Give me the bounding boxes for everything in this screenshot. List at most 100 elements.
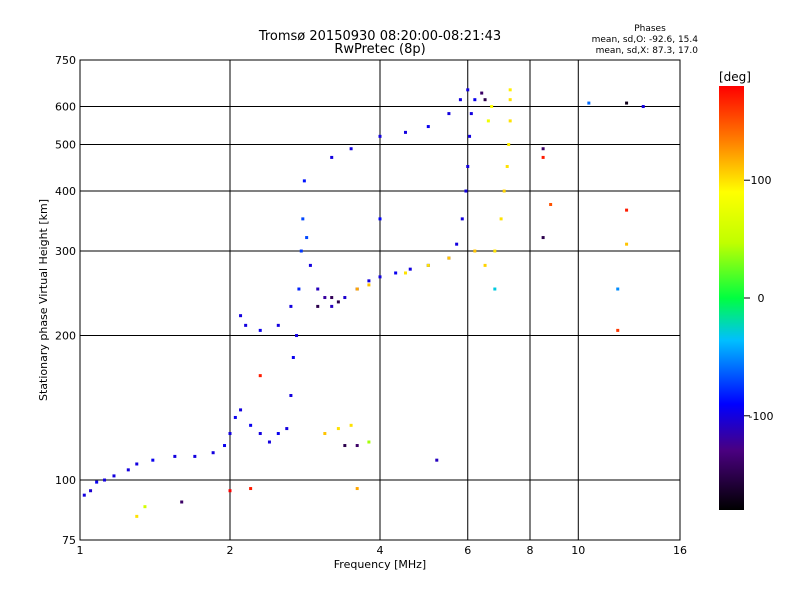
phase-point: [541, 147, 545, 151]
phase-point: [316, 287, 320, 291]
phase-point: [355, 487, 359, 491]
phase-point: [151, 458, 155, 462]
y-tick-label: 600: [55, 101, 76, 114]
phase-point: [291, 355, 295, 359]
x-axis-ticks: 1 2 4 6 8 10 16: [77, 544, 688, 557]
phase-point: [455, 242, 459, 246]
colorbar-tick-label: 100: [751, 174, 772, 187]
phase-point: [641, 105, 645, 109]
phase-point: [299, 249, 303, 253]
phase-point: [112, 474, 116, 478]
phase-point: [285, 427, 289, 431]
phase-point: [193, 454, 197, 458]
phase-point: [458, 98, 462, 102]
phase-point: [82, 493, 86, 497]
phase-point: [223, 444, 227, 448]
y-axis-label: Stationary phase Virtual Height [km]: [37, 199, 50, 401]
y-tick-label: 750: [55, 54, 76, 67]
phase-point: [493, 249, 497, 253]
phase-point: [378, 134, 382, 138]
phase-point: [103, 478, 107, 482]
phase-point: [616, 287, 620, 291]
phase-point: [367, 279, 371, 283]
x-tick-label: 1: [77, 544, 84, 557]
phase-point: [508, 88, 512, 92]
phase-point: [469, 112, 473, 116]
phase-point: [267, 440, 271, 444]
phase-point: [483, 263, 487, 267]
phase-point: [211, 451, 215, 455]
phase-point: [378, 217, 382, 221]
phase-point: [276, 323, 280, 327]
chart-title: Tromsø 20150930 08:20:00-08:21:43: [258, 29, 501, 44]
phase-point: [258, 432, 262, 436]
phase-point: [258, 328, 262, 332]
phase-point: [426, 263, 430, 267]
phase-point: [493, 287, 497, 291]
phase-point: [95, 480, 99, 484]
phase-point: [289, 304, 293, 308]
phase-point: [394, 271, 398, 275]
x-tick-label: 10: [571, 544, 585, 557]
phase-point: [378, 275, 382, 279]
phase-point: [549, 202, 553, 206]
phase-point: [505, 164, 509, 168]
y-tick-label: 200: [55, 330, 76, 343]
phase-point: [447, 256, 451, 260]
phase-point: [616, 328, 620, 332]
phase-point: [258, 374, 262, 378]
phase-point: [135, 462, 139, 466]
phase-point: [355, 287, 359, 291]
phase-point: [499, 217, 503, 221]
phase-stats-x: mean, sd,X: 87.3, 17.0: [596, 46, 699, 56]
phase-point: [180, 500, 184, 504]
phase-point: [435, 458, 439, 462]
phase-point: [625, 101, 629, 105]
y-tick-label: 100: [55, 474, 76, 487]
phase-point: [126, 468, 130, 472]
phase-point: [316, 304, 320, 308]
phase-point: [308, 263, 312, 267]
phase-point: [173, 454, 177, 458]
phase-point: [473, 249, 477, 253]
phase-point: [508, 119, 512, 123]
phase-point: [305, 236, 309, 240]
phase-point: [355, 444, 359, 448]
phase-point: [367, 283, 371, 287]
grid-lines: [80, 60, 680, 540]
phase-point: [408, 267, 412, 271]
y-axis-ticks: 75 100 200 300 400 500 600 750: [55, 54, 76, 547]
phase-point: [466, 88, 470, 92]
phase-point: [587, 101, 591, 105]
phase-point: [330, 155, 334, 159]
phase-point: [541, 236, 545, 240]
phase-point: [301, 217, 305, 221]
y-tick-label: 300: [55, 245, 76, 258]
x-tick-label: 8: [527, 544, 534, 557]
phase-point: [289, 394, 293, 398]
x-tick-label: 2: [227, 544, 234, 557]
phase-point: [507, 143, 511, 147]
phase-point: [466, 164, 470, 168]
phase-point: [367, 440, 371, 444]
phase-point: [143, 505, 147, 509]
phase-point: [625, 242, 629, 246]
phase-point: [135, 514, 139, 518]
phase-point: [330, 296, 334, 300]
x-tick-label: 4: [377, 544, 384, 557]
y-tick-label: 500: [55, 139, 76, 152]
y-tick-label: 75: [62, 534, 76, 547]
phase-point: [244, 323, 248, 327]
phase-point: [490, 105, 494, 109]
phase-point: [349, 147, 353, 151]
phase-point: [228, 489, 232, 493]
phase-point: [480, 91, 484, 95]
phase-point: [302, 179, 306, 183]
phase-point: [297, 287, 301, 291]
phase-point: [468, 134, 472, 138]
phase-point: [228, 432, 232, 436]
phase-point: [508, 98, 512, 102]
phase-point: [403, 271, 407, 275]
phase-point: [403, 130, 407, 134]
